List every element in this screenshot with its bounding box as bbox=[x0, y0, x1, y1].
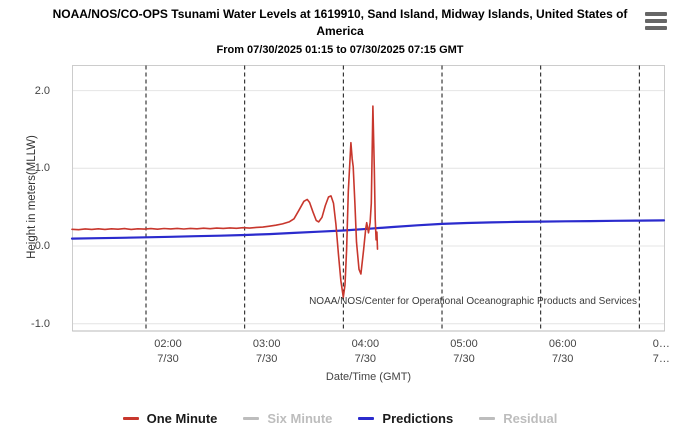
six-minute-line-icon bbox=[243, 417, 260, 420]
legend-label: Six Minute bbox=[267, 411, 333, 426]
x-axis-title: Date/Time (GMT) bbox=[325, 371, 412, 383]
watermark-text: NOAA/NOS/Center for Operational Oceanogr… bbox=[309, 296, 637, 307]
plot-border bbox=[72, 65, 665, 332]
chart-subtitle: From 07/30/2025 01:15 to 07/30/2025 07:1… bbox=[216, 44, 464, 56]
hamburger-icon bbox=[645, 26, 667, 30]
x-tick-label: 0… 7… bbox=[652, 338, 670, 365]
series-one-minute-line bbox=[71, 105, 379, 299]
chart-menu-button[interactable] bbox=[645, 12, 667, 30]
y-tick-label: 0.0 bbox=[34, 240, 50, 252]
y-axis-title: Height in meters(MLLW) bbox=[26, 135, 38, 259]
x-tick-label: 03:00 7/30 bbox=[252, 338, 281, 365]
x-tick-label: 06:00 7/30 bbox=[548, 338, 577, 365]
y-tick-label: -1.0 bbox=[31, 317, 50, 330]
hamburger-icon bbox=[645, 12, 667, 16]
page-title-text: NOAA/NOS/CO-OPS Tsunami Water Levels at … bbox=[52, 7, 628, 39]
legend-item-one-minute[interactable]: One Minute bbox=[122, 411, 218, 426]
legend-label: One Minute bbox=[146, 411, 218, 426]
predictions-line-icon bbox=[358, 417, 375, 420]
one-minute-line-icon bbox=[122, 417, 139, 420]
y-tick-label: 2.0 bbox=[34, 84, 50, 97]
x-tick-label: 02:00 7/30 bbox=[154, 338, 182, 365]
x-tick-label: 05:00 7/30 bbox=[450, 338, 478, 365]
hamburger-icon bbox=[645, 19, 667, 23]
legend-label: Residual bbox=[503, 411, 558, 426]
legend-item-predictions[interactable]: Predictions bbox=[358, 411, 453, 426]
y-tick-label: 1.0 bbox=[34, 162, 50, 175]
legend-item-six-minute[interactable]: Six Minute bbox=[243, 411, 332, 426]
legend-item-residual[interactable]: Residual bbox=[479, 411, 557, 426]
x-tick-label: 04:00 7/30 bbox=[351, 338, 380, 365]
residual-line-icon bbox=[479, 417, 496, 420]
legend: One Minute Six Minute Predictions Residu… bbox=[0, 411, 680, 426]
page-title: NOAA/NOS/CO-OPS Tsunami Water Levels at … bbox=[0, 6, 680, 41]
legend-label: Predictions bbox=[382, 411, 454, 426]
